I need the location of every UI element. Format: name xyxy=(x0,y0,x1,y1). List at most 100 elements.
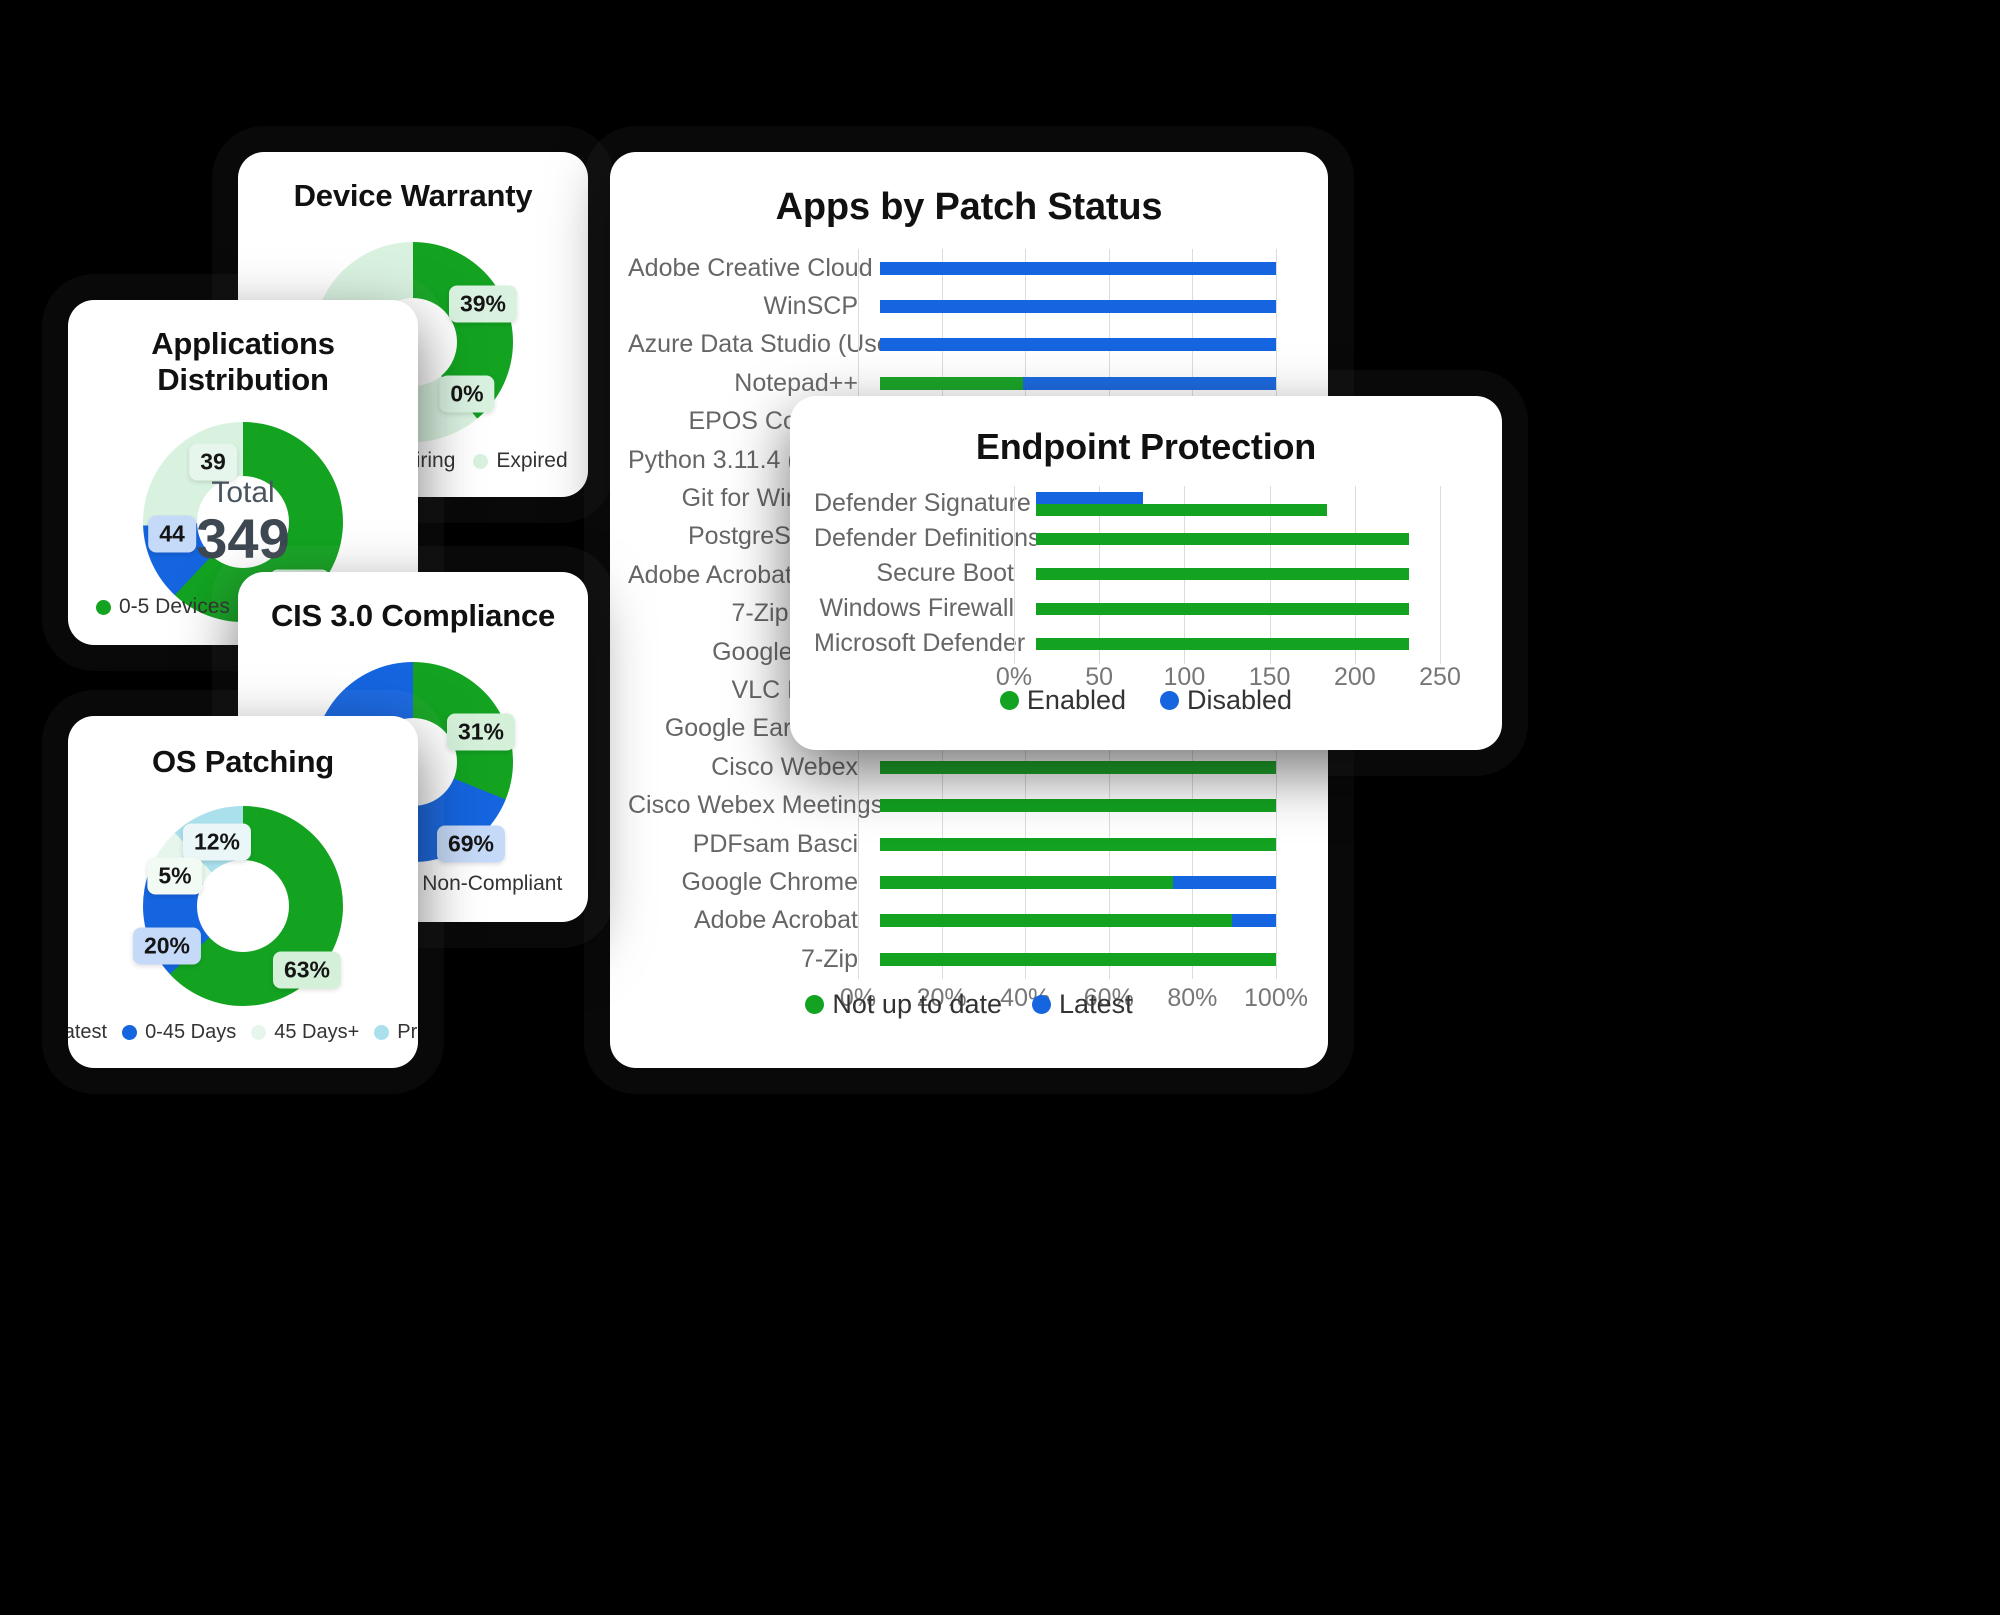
os-patching-badge-0-45-days: 20% xyxy=(132,927,202,965)
hbar-segment[interactable] xyxy=(1232,914,1276,928)
legend-dot-0-5-devices xyxy=(96,599,111,615)
os-patching-badge-preview: 12% xyxy=(182,823,252,861)
hbar-segment[interactable] xyxy=(880,300,1276,314)
hbar-segment[interactable] xyxy=(880,338,1276,352)
legend-item-latest[interactable]: Latest xyxy=(68,1021,107,1044)
hbar-row[interactable]: PDFsam Basci xyxy=(628,825,1276,863)
endpoint-protection-title: Endpoint Protection xyxy=(975,426,1317,467)
legend-item-latest[interactable]: Latest xyxy=(1032,989,1133,1020)
hbar-track xyxy=(1036,626,1440,661)
hbar-track xyxy=(1036,521,1440,556)
os-patching-legend: Latest 0-45 Days 45 Days+ Preview xyxy=(68,1021,418,1044)
legend-item-45-days-plus[interactable]: 45 Days+ xyxy=(251,1021,359,1044)
axis-tick: 20% xyxy=(916,984,967,1013)
axis-tick: 0% xyxy=(839,984,877,1013)
hbar-segment[interactable] xyxy=(880,837,1276,851)
legend-dot-expired xyxy=(473,453,489,469)
hbar-row[interactable]: Secure Boot xyxy=(814,556,1440,591)
legend-item-disabled[interactable]: Disabled xyxy=(1160,685,1292,716)
hbar-row[interactable]: Defender Definitions xyxy=(814,521,1440,556)
hbar-track xyxy=(880,825,1276,863)
hbar-label: Secure Boot xyxy=(876,559,1014,587)
hbar-row[interactable]: Cisco Webex xyxy=(628,748,1276,786)
os-patching-donut[interactable]: 12% 5% 20% 63% xyxy=(132,806,343,1006)
endpoint-protection-chart[interactable]: Defender Signature Defender Definitions Se… xyxy=(790,486,1502,697)
hbar-row[interactable]: Defender Signature xyxy=(814,486,1440,521)
hbar-row[interactable]: Microsoft Defender xyxy=(814,626,1440,661)
hbar-row[interactable]: Azure Data Studio (User) xyxy=(628,326,1276,364)
hbar-group xyxy=(1036,637,1440,650)
hbar-segment[interactable] xyxy=(1022,376,1276,390)
axis-tick: 80% xyxy=(1167,984,1218,1013)
hbar-track xyxy=(880,786,1276,824)
applications-badge-39: 39 xyxy=(189,443,237,481)
hbar-track xyxy=(880,326,1276,364)
apps-patch-axis: 0% 20% 40% 60% 80% 100% xyxy=(628,984,1308,1018)
axis-tick: 100% xyxy=(1244,984,1308,1013)
hbar-segment[interactable] xyxy=(1036,491,1143,504)
hbar-row[interactable]: Adobe Acrobat xyxy=(628,902,1276,940)
legend-dot-0-45-days xyxy=(122,1025,138,1040)
axis-tick: 150 xyxy=(1248,663,1291,691)
axis-tick: 0% xyxy=(995,663,1033,691)
card-os-patching[interactable]: OS Patching 12% 5% 20% 63% Latest 0-45 D… xyxy=(68,716,418,1068)
cis-compliance-title: CIS 3.0 Compliance xyxy=(270,598,556,633)
legend-label-disabled: Disabled xyxy=(1187,685,1293,715)
hbar-label: Adobe Acrobat xyxy=(693,906,858,935)
hbar-label: PDFsam Basci xyxy=(692,829,858,858)
hbar-segment[interactable] xyxy=(880,875,1174,889)
legend-item-enabled[interactable]: Enabled xyxy=(999,685,1126,716)
hbar-segment[interactable] xyxy=(880,261,1276,275)
hbar-track xyxy=(880,748,1276,786)
hbar-row[interactable]: Cisco Webex Meetings xyxy=(628,786,1276,824)
hbar-segment[interactable] xyxy=(1036,602,1410,615)
applications-distribution-title: Applications Distribution xyxy=(151,326,335,397)
hbar-label: Adobe Creative Cloud xyxy=(628,253,873,282)
hbar-track xyxy=(1036,591,1440,626)
hbar-row[interactable]: Windows Firewall xyxy=(814,591,1440,626)
legend-item-preview[interactable]: Preview xyxy=(374,1021,418,1044)
legend-dot-latest xyxy=(1032,995,1052,1014)
hbar-segment[interactable] xyxy=(1036,532,1410,545)
card-endpoint-protection[interactable]: Endpoint Protection Defender Signature De… xyxy=(790,396,1502,750)
hbar-label: Cisco Webex Meetings xyxy=(628,791,880,820)
legend-item-0-5-devices[interactable]: 0-5 Devices xyxy=(96,595,230,619)
legend-item-not-up-to-date[interactable]: Not up to date xyxy=(805,989,1002,1020)
hbar-segment[interactable] xyxy=(880,760,1276,774)
device-warranty-title: Device Warranty xyxy=(293,178,533,213)
hbar-track xyxy=(880,364,1276,402)
hbar-track xyxy=(880,940,1276,978)
hbar-segment[interactable] xyxy=(1036,503,1327,516)
hbar-row[interactable]: Notepad++ xyxy=(628,364,1276,402)
apps-patch-title: Apps by Patch Status xyxy=(775,186,1163,228)
donut-hole xyxy=(197,860,289,952)
hbar-segment[interactable] xyxy=(880,799,1276,813)
hbar-segment[interactable] xyxy=(1036,567,1410,580)
axis-tick: 60% xyxy=(1083,984,1134,1013)
legend-dot-45-days-plus xyxy=(251,1025,267,1040)
applications-badge-44: 44 xyxy=(148,515,196,553)
hbar-label: Notepad++ xyxy=(734,368,858,397)
hbar-row[interactable]: Google Chrome xyxy=(628,863,1276,901)
hbar-label: Defender Signature xyxy=(814,489,1031,517)
legend-item-non-compliant[interactable]: Non-Compliant xyxy=(399,872,562,896)
hbar-row[interactable]: Adobe Creative Cloud xyxy=(628,249,1276,287)
hbar-track xyxy=(880,902,1276,940)
legend-label-preview: Preview xyxy=(397,1021,418,1043)
hbar-track xyxy=(880,287,1276,325)
hbar-segment[interactable] xyxy=(880,914,1233,928)
donut-hole: Total 349 xyxy=(196,476,290,568)
hbar-label: 7-Zip xyxy=(801,944,858,973)
hbar-segment[interactable] xyxy=(880,952,1276,966)
os-patching-title: OS Patching xyxy=(151,744,335,779)
device-warranty-badge-0: 39% xyxy=(448,285,518,323)
hbar-segment[interactable] xyxy=(880,376,1023,390)
cis-badge-compliant: 31% xyxy=(446,713,516,751)
hbar-segment[interactable] xyxy=(1173,875,1276,889)
hbar-row[interactable]: 7-Zip xyxy=(628,940,1276,978)
legend-label-non-compliant: Non-Compliant xyxy=(422,872,563,895)
legend-item-expired[interactable]: Expired xyxy=(473,449,568,473)
hbar-segment[interactable] xyxy=(1036,637,1410,650)
legend-item-0-45-days[interactable]: 0-45 Days xyxy=(122,1021,236,1044)
hbar-row[interactable]: WinSCP xyxy=(628,287,1276,325)
